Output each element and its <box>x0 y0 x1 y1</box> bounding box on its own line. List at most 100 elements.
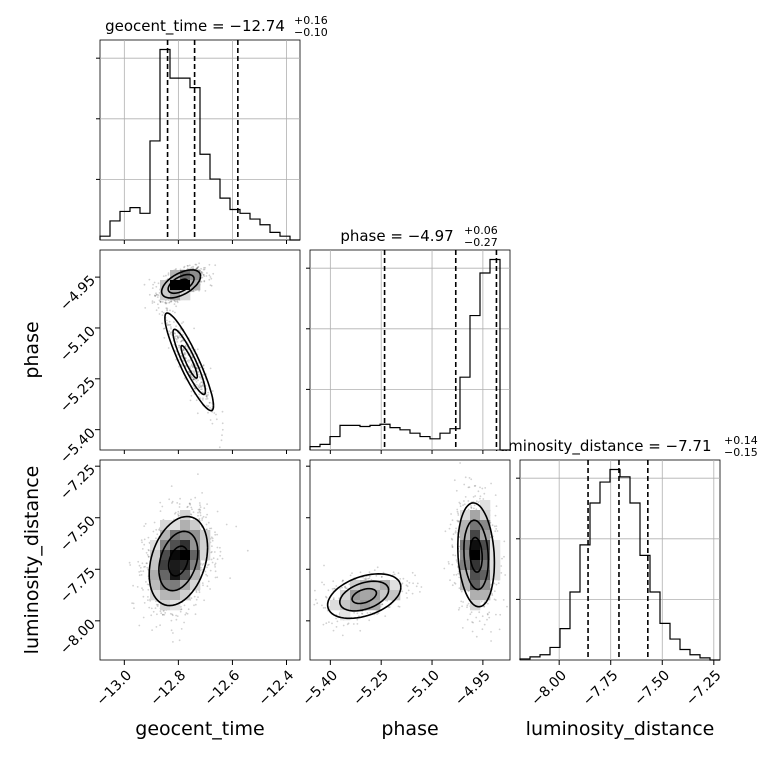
scatter-point <box>150 614 153 617</box>
scatter-point <box>187 359 190 362</box>
scatter-point <box>196 412 199 415</box>
scatter-point <box>161 310 164 313</box>
scatter-point <box>198 386 201 388</box>
scatter-point <box>178 344 180 347</box>
scatter-point <box>219 554 222 557</box>
scatter-point <box>358 615 360 617</box>
scatter-point <box>206 575 209 577</box>
scatter-point <box>199 562 202 565</box>
contour-line <box>463 519 490 591</box>
scatter-point <box>449 579 451 582</box>
scatter-point <box>167 272 170 275</box>
x-tick-label: −8.00 <box>528 668 570 710</box>
scatter-point <box>145 551 148 554</box>
scatter-point <box>142 595 145 598</box>
scatter-point <box>209 406 211 409</box>
scatter-point <box>196 267 198 269</box>
scatter-point <box>190 506 193 509</box>
scatter-point <box>415 585 418 588</box>
scatter-point <box>191 508 193 511</box>
scatter-point <box>344 586 346 588</box>
scatter-point <box>344 585 347 588</box>
scatter-point <box>212 272 215 275</box>
scatter-point <box>393 573 396 576</box>
scatter-point <box>194 603 197 606</box>
scatter-point <box>159 624 162 627</box>
scatter-point <box>369 611 372 614</box>
scatter-point <box>207 580 210 583</box>
density-cell <box>470 540 481 551</box>
scatter-point <box>199 512 202 514</box>
scatter-point <box>493 598 496 601</box>
scatter-point <box>154 294 157 297</box>
scatter-point <box>185 357 187 360</box>
scatter-point <box>165 302 167 305</box>
scatter-point <box>174 300 177 303</box>
scatter-point <box>210 527 213 530</box>
density-cell <box>190 270 201 281</box>
y-tick-label: −7.50 <box>57 513 99 555</box>
density-cell <box>360 600 371 611</box>
scatter-point <box>176 341 179 343</box>
scatter-point <box>174 512 176 515</box>
scatter-point <box>219 546 221 549</box>
scatter-point <box>455 573 458 576</box>
scatter-point <box>140 539 143 541</box>
scatter-point <box>187 265 189 267</box>
scatter-point <box>197 373 200 376</box>
scatter-point <box>483 605 486 608</box>
scatter-point <box>179 610 182 613</box>
scatter-point <box>195 589 198 592</box>
scatter-point <box>214 566 217 568</box>
scatter-point <box>197 371 200 374</box>
scatter-point <box>397 605 400 608</box>
density-cell <box>180 540 191 551</box>
scatter-point <box>155 603 158 606</box>
scatter-point <box>166 308 168 311</box>
density-cell <box>460 540 471 551</box>
density-cell <box>470 590 481 601</box>
scatter-point <box>200 378 203 380</box>
scatter-point <box>179 268 182 271</box>
hist-panel-phase <box>306 249 511 451</box>
scatter-point <box>482 498 485 500</box>
scatter-point <box>487 602 489 605</box>
scatter-point <box>197 385 200 388</box>
scatter-point <box>195 364 197 367</box>
scatter-point <box>157 307 160 309</box>
scatter-point <box>327 589 330 592</box>
scatter-point <box>182 359 185 362</box>
scatter-point <box>180 354 183 357</box>
scatter-point <box>148 606 151 609</box>
scatter-point <box>147 599 149 601</box>
scatter-point <box>168 498 171 501</box>
scatter-point <box>221 434 223 437</box>
scatter-point <box>331 622 333 625</box>
scatter-point <box>467 500 470 502</box>
scatter-point <box>159 300 162 303</box>
scatter-point <box>451 538 454 541</box>
scatter-point <box>138 564 141 567</box>
density-cell <box>480 550 491 561</box>
scatter-point <box>203 267 205 269</box>
scatter-point <box>407 589 410 592</box>
scatter-point <box>177 336 180 339</box>
y-tick-label: −8.00 <box>57 616 99 658</box>
scatter-point <box>192 267 195 270</box>
scatter-point <box>221 422 224 425</box>
scatter-point <box>197 473 199 475</box>
scatter-point <box>361 613 364 615</box>
density-cell <box>490 540 501 551</box>
density-cell <box>470 570 481 581</box>
scatter-point <box>341 580 344 583</box>
scatter-point <box>186 506 189 509</box>
scatter-point <box>194 387 197 390</box>
scatter-point <box>368 575 371 578</box>
scatter-point <box>454 531 457 534</box>
scatter-point <box>206 566 208 569</box>
scatter-point <box>206 528 208 531</box>
scatter-point <box>381 603 384 605</box>
scatter-point <box>195 267 198 270</box>
scatter-point <box>453 574 455 576</box>
density-cell <box>470 510 481 521</box>
